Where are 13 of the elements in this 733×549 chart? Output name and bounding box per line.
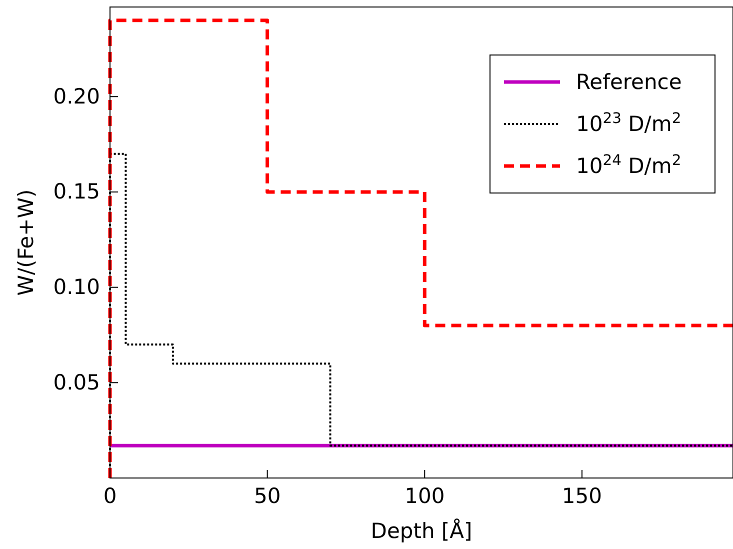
y-tick-label: 0.05: [53, 370, 100, 394]
y-tick-label: 0.20: [53, 84, 100, 108]
x-tick-label: 100: [404, 484, 445, 508]
y-tick-label: 0.10: [53, 275, 100, 300]
legend-label: 10$^{24}$ D/m$^{2}$: [576, 152, 682, 178]
legend-label: 10$^{23}$ D/m$^{2}$: [576, 110, 682, 136]
x-tick-label: 0: [103, 484, 117, 508]
legend-label: Reference: [576, 70, 682, 94]
y-tick-label: 0.15: [53, 180, 100, 204]
x-axis-title: Depth [Å]: [370, 518, 472, 543]
y-axis-title: W/(Fe+W): [14, 189, 38, 296]
x-tick-label: 50: [254, 484, 281, 508]
x-tick-label: 150: [562, 484, 602, 508]
